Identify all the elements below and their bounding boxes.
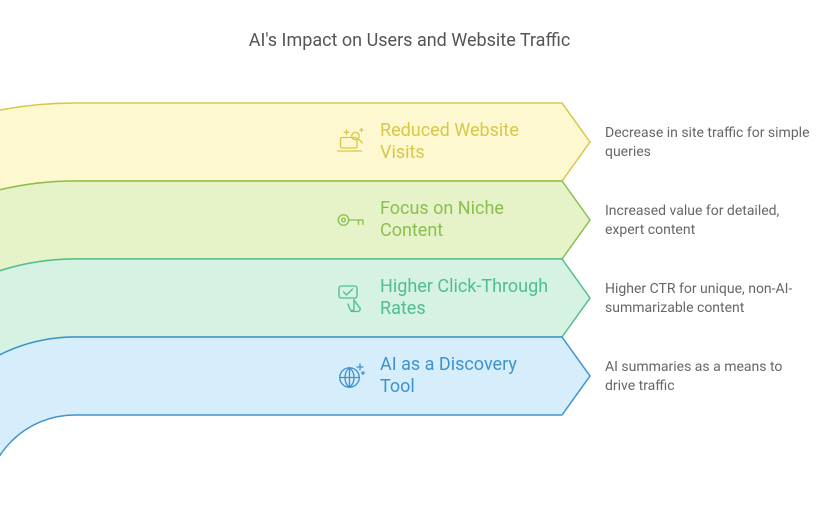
band-desc-reduced-visits: Decrease in site traffic for simple quer…: [605, 124, 810, 162]
infographic-canvas: AI's Impact on Users and Website Traffic…: [0, 0, 819, 518]
band-desc-higher-ctr: Higher CTR for unique, non-AI-summarizab…: [605, 280, 810, 318]
band-row-discovery-tool: AI as a Discovery Tool: [330, 345, 560, 407]
laptop-magnify-sparkle-icon: [330, 121, 372, 163]
band-heading-discovery-tool: AI as a Discovery Tool: [380, 354, 550, 397]
band-desc-niche-content: Increased value for detailed, expert con…: [605, 202, 810, 240]
band-heading-higher-ctr: Higher Click-Through Rates: [380, 276, 550, 319]
band-heading-niche-content: Focus on Niche Content: [380, 198, 550, 241]
arc-diagram: [0, 0, 819, 518]
key-icon: [330, 199, 372, 241]
band-row-higher-ctr: Higher Click-Through Rates: [330, 267, 560, 329]
band-row-niche-content: Focus on Niche Content: [330, 189, 560, 251]
band-row-reduced-visits: Reduced Website Visits: [330, 111, 560, 173]
band-heading-reduced-visits: Reduced Website Visits: [380, 120, 550, 163]
band-desc-discovery-tool: AI summaries as a means to drive traffic: [605, 358, 810, 396]
tap-check-icon: [330, 277, 372, 319]
globe-sparkle-icon: [330, 355, 372, 397]
